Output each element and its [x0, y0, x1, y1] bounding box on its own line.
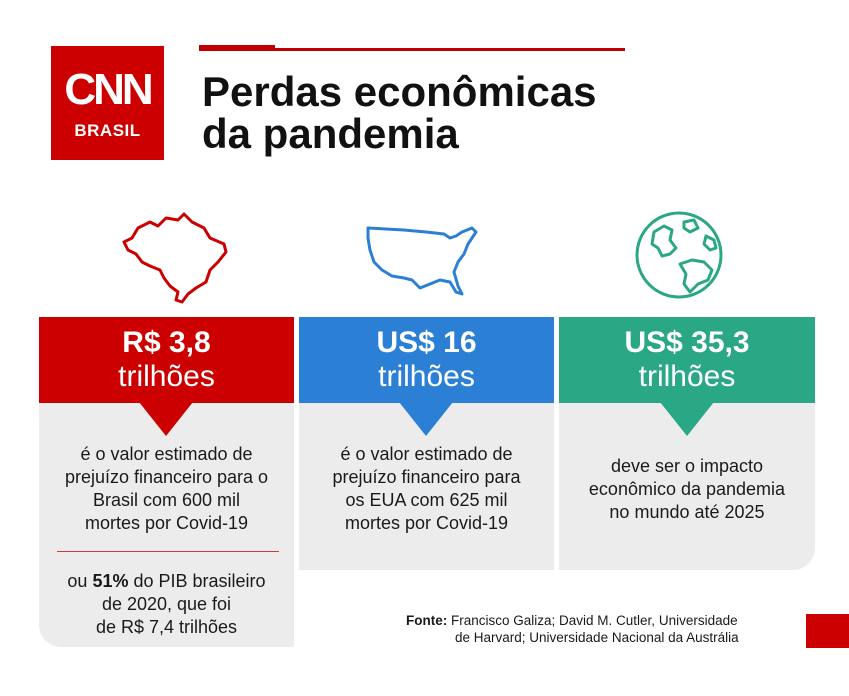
gdp-note-line-1: ou 51% do PIB brasileiro [39, 570, 294, 593]
column-1-gdp-note: ou 51% do PIB brasileiro de 2020, que fo… [39, 570, 294, 639]
description-line: mortes por Covid-19 [344, 513, 509, 533]
amount-unit: trilhões [118, 360, 215, 393]
logo-text: CNN [64, 65, 153, 114]
column-1-header: R$ 3,8 trilhões [39, 317, 294, 403]
description-line: econômico da pandemia [588, 479, 786, 499]
page-title: Perdas econômicas da pandemia [202, 71, 662, 155]
brand-corner-tab [806, 614, 849, 648]
column-3-description: deve ser o impacto econômico da pandemia… [559, 455, 815, 524]
gdp-note-line-2: de 2020, que foi [101, 594, 232, 614]
description-line: prejuízo financeiro para [332, 467, 521, 487]
title-line-1: Perdas econômicas [202, 68, 597, 115]
column-1-divider [57, 551, 279, 552]
source-note: Fonte: Francisco Galiza; David M. Cutler… [406, 612, 796, 646]
description-line: prejuízo financeiro para o [64, 467, 269, 487]
column-3-header: US$ 35,3 trilhões [559, 317, 815, 403]
description-line: deve ser o impacto [610, 456, 764, 476]
gdp-percentage: 51% [92, 571, 129, 591]
column-2-header: US$ 16 trilhões [299, 317, 554, 403]
description-line: é o valor estimado de [340, 444, 513, 464]
column-2-description: é o valor estimado de prejuízo financeir… [299, 443, 554, 535]
amount-unit: trilhões [378, 360, 475, 393]
source-line-2: de Harvard; Universidade Nacional da Aus… [455, 630, 739, 645]
description-line: é o valor estimado de [80, 444, 253, 464]
column-1-pointer [139, 402, 193, 436]
logo-subtitle: BRASIL [74, 121, 141, 140]
globe-icon [635, 211, 723, 299]
header-rule [199, 48, 625, 51]
description-line: mortes por Covid-19 [84, 513, 249, 533]
amount-value: US$ 16 [376, 326, 477, 359]
amount-value: R$ 3,8 [122, 326, 211, 359]
description-line: os EUA com 625 mil [345, 490, 508, 510]
source-line-1: Fonte: Francisco Galiza; David M. Cutler… [406, 612, 796, 629]
gdp-note-line-3: de R$ 7,4 trilhões [95, 617, 238, 637]
description-line: no mundo até 2025 [609, 502, 765, 522]
source-text-1: Francisco Galiza; David M. Cutler, Unive… [447, 613, 738, 628]
amount-unit: trilhões [638, 360, 736, 393]
gdp-note-prefix: ou [67, 571, 93, 591]
gdp-note-rest: do PIB brasileiro [128, 571, 266, 591]
usa-map-icon [366, 226, 478, 296]
column-1-description: é o valor estimado de prejuízo financeir… [39, 443, 294, 535]
column-2-pointer [399, 402, 453, 436]
description-line: Brasil com 600 mil [92, 490, 241, 510]
cnn-brasil-logo: CNN BRASIL [51, 46, 164, 160]
amount-value: US$ 35,3 [624, 326, 750, 359]
column-3-pointer [660, 402, 714, 436]
source-label: Fonte: [406, 613, 448, 628]
header-rule-accent [199, 45, 275, 51]
title-line-2: da pandemia [202, 110, 459, 157]
brazil-map-icon [122, 212, 228, 304]
